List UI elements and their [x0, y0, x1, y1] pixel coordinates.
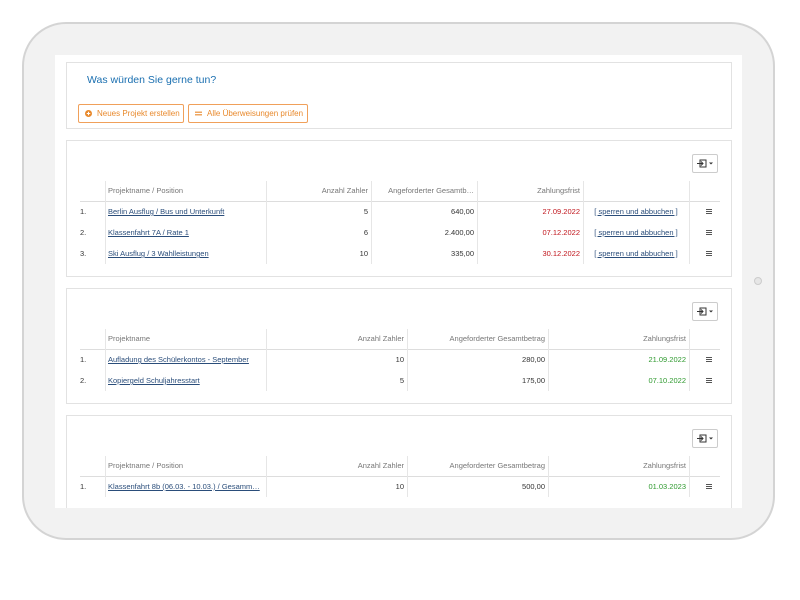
column-separator: [689, 456, 690, 497]
column-header: Angeforderter Gesamtbetrag: [449, 334, 545, 343]
cell: 335,00: [451, 249, 474, 258]
cell: 10: [359, 249, 368, 258]
screen: Was würden Sie gerne tun? Neues Projekt …: [55, 55, 742, 508]
project-link[interactable]: Klassenfahrt 7A / Rate 1: [108, 228, 189, 237]
transfer-icon: [195, 111, 202, 116]
cell: 280,00: [522, 355, 545, 364]
column-separator: [105, 181, 106, 264]
column-separator: [371, 181, 372, 264]
row-index: 1.: [80, 482, 87, 491]
action-link[interactable]: [ sperren und abbuchen ]: [594, 249, 678, 258]
column-header: Zahlungsfrist: [643, 461, 686, 470]
row-menu[interactable]: [706, 209, 712, 214]
export-dropdown[interactable]: [692, 302, 718, 321]
cell: 2.400,00: [444, 228, 474, 237]
row-index: 1.: [80, 355, 87, 364]
button[interactable]: Neues Projekt erstellen: [78, 104, 184, 123]
project-link[interactable]: Aufladung des Schülerkontos - September: [108, 355, 249, 364]
cell: 640,00: [451, 207, 474, 216]
deadline: 07.12.2022: [542, 228, 580, 237]
project-link[interactable]: Ski Ausflug / 3 Wahlleistungen: [108, 249, 209, 258]
table-panel: Projektname Anzahl Zahler Angeforderter Ge…: [66, 288, 732, 404]
export-dropdown[interactable]: [692, 429, 718, 448]
column-separator: [105, 329, 106, 391]
button[interactable]: Alle Überweisungen prüfen: [188, 104, 308, 123]
column-header: Zahlungsfrist: [643, 334, 686, 343]
column-separator: [689, 329, 690, 391]
row-index: 2.: [80, 228, 87, 237]
cell: 6: [363, 228, 368, 237]
cell: 5: [399, 376, 404, 385]
deadline: 21.09.2022: [648, 355, 686, 364]
export-icon: [697, 307, 713, 316]
action-link[interactable]: [ sperren und abbuchen ]: [594, 228, 678, 237]
project-link[interactable]: Klassenfahrt 8b (06.03. - 10.03.) / Gesa…: [108, 482, 260, 491]
panel-title: Was würden Sie gerne tun?: [87, 74, 217, 86]
column-separator: [266, 456, 267, 497]
header-line: [80, 476, 720, 477]
row-menu[interactable]: [706, 484, 712, 489]
actions-panel: Was würden Sie gerne tun? Neues Projekt …: [66, 62, 732, 129]
row-menu[interactable]: [706, 378, 712, 383]
column-separator: [689, 181, 690, 264]
export-dropdown[interactable]: [692, 154, 718, 173]
project-link[interactable]: Kopiergeld Schuljahresstart: [108, 376, 200, 385]
column-header: Anzahl Zahler: [357, 461, 404, 470]
column-header: Projektname: [108, 334, 151, 343]
column-separator: [266, 329, 267, 391]
header-line: [80, 349, 720, 350]
column-header: Angeforderter Gesamtb…: [388, 186, 474, 195]
action-link[interactable]: [ sperren und abbuchen ]: [594, 207, 678, 216]
export-icon: [697, 159, 713, 168]
button-label: Alle Überweisungen prüfen: [207, 109, 304, 118]
column-separator: [548, 329, 549, 391]
column-separator: [407, 329, 408, 391]
column-separator: [105, 456, 106, 497]
column-separator: [266, 181, 267, 264]
cell: 175,00: [522, 376, 545, 385]
row-menu[interactable]: [706, 230, 712, 235]
project-link[interactable]: Berlin Ausflug / Bus und Unterkunft: [108, 207, 225, 216]
header-line: [80, 201, 720, 202]
deadline: 30.12.2022: [542, 249, 580, 258]
deadline: 27.09.2022: [542, 207, 580, 216]
column-separator: [548, 456, 549, 497]
cell: 10: [395, 482, 404, 491]
column-header: Anzahl Zahler: [321, 186, 368, 195]
column-separator: [583, 181, 584, 264]
table-panel: Projektname / Position Anzahl Zahler Angef…: [66, 415, 732, 508]
column-header: Projektname / Position: [108, 461, 184, 470]
column-header: Projektname / Position: [108, 186, 184, 195]
cell: 10: [395, 355, 404, 364]
cell: 500,00: [522, 482, 545, 491]
column-separator: [477, 181, 478, 264]
button-label: Neues Projekt erstellen: [97, 109, 180, 118]
column-separator: [407, 456, 408, 497]
deadline: 07.10.2022: [648, 376, 686, 385]
column-header: Anzahl Zahler: [357, 334, 404, 343]
camera: [754, 277, 762, 285]
row-menu[interactable]: [706, 251, 712, 256]
table-panel: Projektname / Position Anzahl Zahler Angef…: [66, 140, 732, 277]
plus-icon: [85, 110, 92, 117]
row-index: 2.: [80, 376, 87, 385]
deadline: 01.03.2023: [648, 482, 686, 491]
row-index: 1.: [80, 207, 87, 216]
column-header: Zahlungsfrist: [537, 186, 580, 195]
row-index: 3.: [80, 249, 87, 258]
cell: 5: [363, 207, 368, 216]
row-menu[interactable]: [706, 357, 712, 362]
column-header: Angeforderter Gesamtbetrag: [449, 461, 545, 470]
export-icon: [697, 434, 713, 443]
